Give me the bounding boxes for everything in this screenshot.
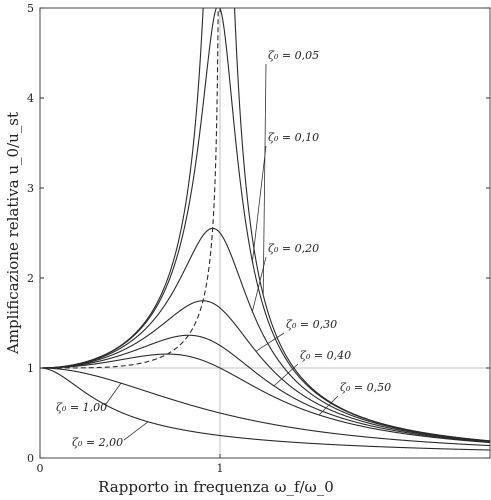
curve-zeta-0-3 [40,300,490,443]
curve-zeta-0-5 [40,353,490,444]
x-tick-label: 1 [217,462,224,475]
annotation-leader [252,256,267,312]
annotation-leader [255,332,285,352]
curve-zeta-0-1 [40,8,490,442]
peak-locus-dashed [40,8,219,369]
annotation-leader [105,382,122,405]
annotation-leader [262,63,267,295]
curve-annotation-label: ζ₀ = 1,00 [56,401,107,414]
axis-ticks: 0 1 0 1 2 3 4 5 [27,2,490,475]
curve-zeta-0-05 [40,8,490,442]
y-tick-label: 2 [27,272,34,285]
curve-zeta-1 [40,367,490,447]
curve-zeta-2 [40,367,490,451]
curve-annotation-label: ζ₀ = 0,10 [268,131,319,144]
annotation-leader [252,145,267,262]
response-curves [40,8,490,451]
y-tick-label: 5 [27,2,34,15]
curve-annotation-label: ζ₀ = 0,20 [268,242,319,255]
curve-annotation-label: ζ₀ = 0,30 [286,318,337,331]
y-tick-label: 4 [27,92,34,105]
curve-zeta-0-4 [40,334,490,443]
y-tick-label: 1 [27,362,34,375]
y-tick-label: 0 [27,452,34,465]
y-axis-label: Amplificazione relativa u_0/u_st [4,112,22,355]
plot-frame [39,7,491,459]
curve-annotations: ζ₀ = 0,05 ζ₀ = 0,10 ζ₀ = 0,20 ζ₀ = 0,30 ζ₀ =… [56,49,391,449]
annotation-leader [123,421,149,441]
curve-annotation-label: ζ₀ = 0,50 [340,381,391,394]
curve-annotation-label: ζ₀ = 0,05 [268,49,319,62]
x-axis-label: Rapporto in frequenza ω_f/ω_0 [98,478,334,496]
annotation-leader [273,363,299,387]
curve-zeta-0-2 [40,227,490,442]
curve-annotation-label: ζ₀ = 2,00 [72,436,123,449]
y-tick-label: 3 [27,182,34,195]
x-tick-label: 0 [37,462,44,475]
reference-grid [40,8,490,458]
curve-annotation-label: ζ₀ = 0,40 [300,349,351,362]
annotation-leader [318,395,339,416]
